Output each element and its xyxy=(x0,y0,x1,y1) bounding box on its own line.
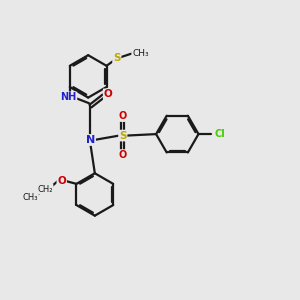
Text: CH₃: CH₃ xyxy=(22,193,38,202)
Text: O: O xyxy=(57,176,66,186)
Text: NH: NH xyxy=(60,92,76,102)
Text: CH₃: CH₃ xyxy=(132,49,149,58)
Text: O: O xyxy=(119,150,127,160)
Text: O: O xyxy=(104,89,112,99)
Text: N: N xyxy=(86,135,95,145)
Text: S: S xyxy=(119,130,127,141)
Text: O: O xyxy=(119,111,127,121)
Text: Cl: Cl xyxy=(214,129,225,139)
Text: S: S xyxy=(113,53,121,63)
Text: CH₂: CH₂ xyxy=(37,185,53,194)
